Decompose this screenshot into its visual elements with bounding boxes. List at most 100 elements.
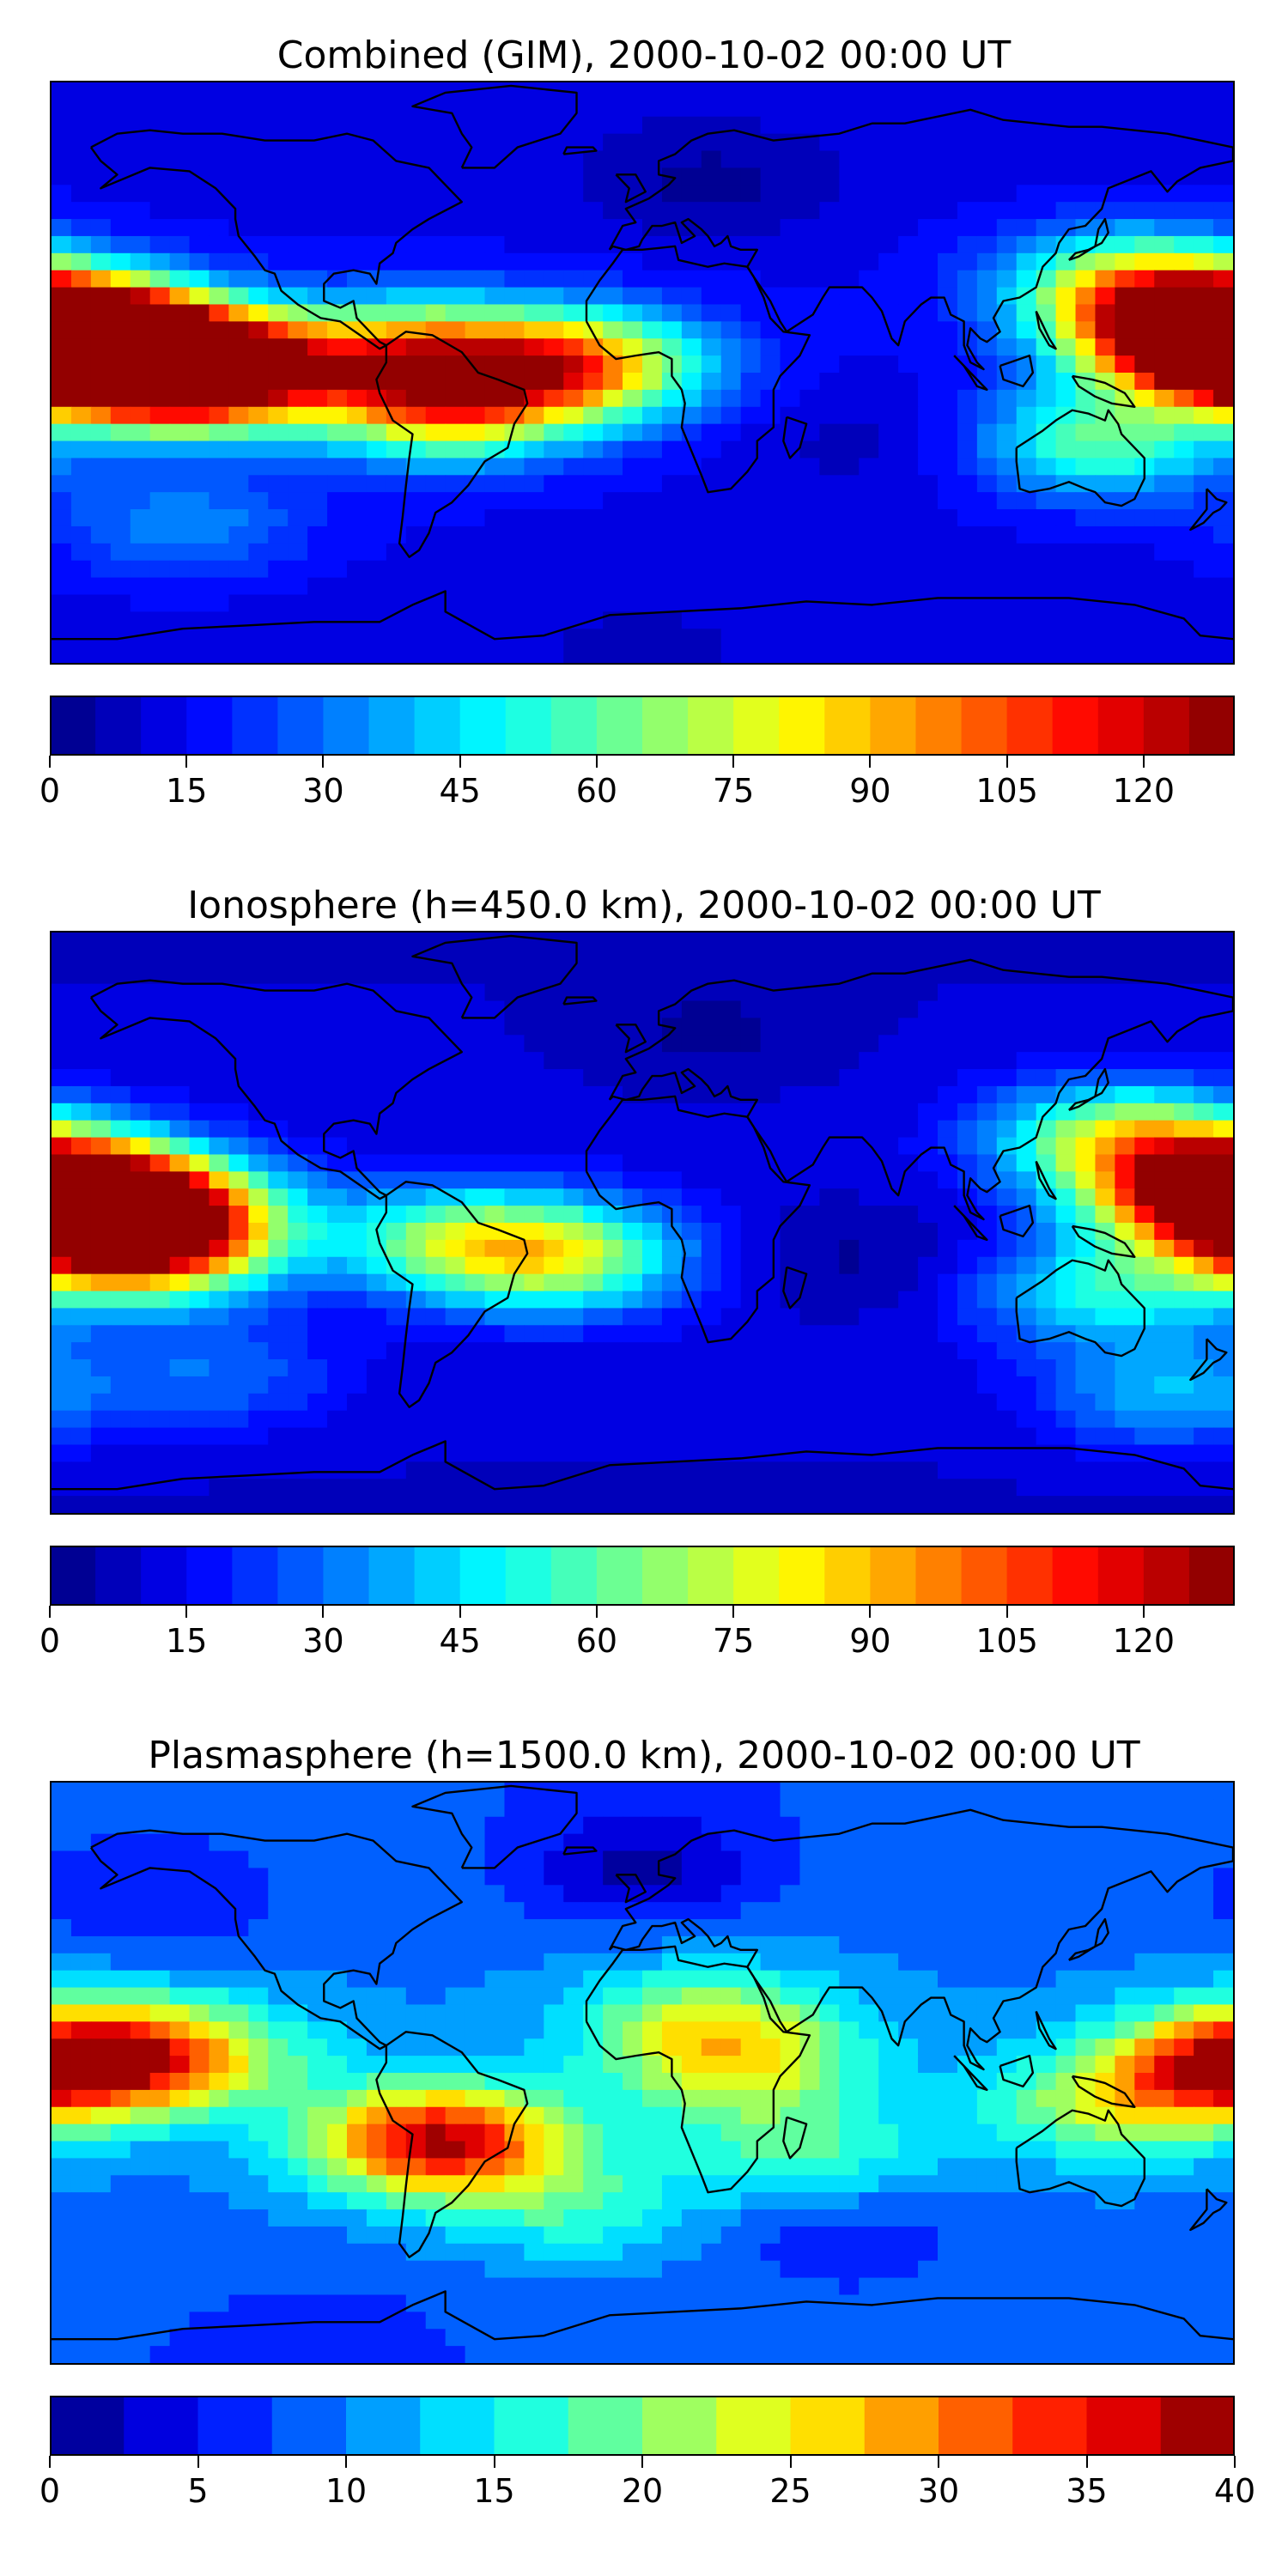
tec-cell: [1213, 1000, 1233, 1019]
tec-cell: [347, 116, 368, 135]
tec-cell: [740, 577, 762, 596]
tec-cell: [268, 1171, 289, 1189]
tec-cell: [898, 1970, 919, 1989]
tec-cell: [52, 594, 72, 612]
tec-cell: [1134, 1273, 1155, 1292]
tec-cell: [623, 423, 643, 442]
tec-cell: [465, 1461, 486, 1479]
tec-cell: [819, 629, 840, 647]
tec-cell: [661, 116, 683, 135]
tec-cell: [405, 933, 427, 951]
tec-cell: [307, 287, 328, 306]
tec-cell: [701, 1427, 722, 1446]
tec-cell: [386, 1137, 407, 1156]
tec-cell: [938, 543, 958, 562]
tec-cell: [228, 1273, 249, 1292]
tec-cell: [720, 150, 742, 169]
tec-cell: [268, 1410, 289, 1429]
tec-cell: [268, 1816, 289, 1835]
tec-cell: [169, 1018, 191, 1036]
tec-cell: [189, 1308, 210, 1326]
tec-cell: [130, 99, 151, 118]
tec-cell: [957, 1885, 978, 1903]
tec-cell: [169, 1239, 191, 1258]
tec-cell: [603, 440, 623, 459]
tec-cell: [425, 560, 447, 579]
tec-cell: [288, 1239, 308, 1258]
tec-cell: [504, 1325, 525, 1343]
tec-cell: [878, 1799, 899, 1818]
tec-cell: [70, 1000, 92, 1019]
tec-cell: [799, 389, 820, 408]
tec-cell: [839, 1000, 860, 1019]
tec-cell: [386, 1427, 407, 1446]
tec-cell: [347, 1273, 368, 1292]
tec-cell: [228, 458, 249, 476]
tec-cell: [248, 185, 269, 203]
tec-cell: [110, 99, 131, 118]
tec-cell: [307, 1239, 328, 1258]
tec-cell: [1095, 99, 1115, 118]
colorbar-segment: [505, 696, 552, 756]
tec-cell: [859, 373, 879, 391]
tec-cell: [445, 1342, 466, 1360]
tec-cell: [642, 1120, 663, 1139]
tec-cell: [720, 355, 742, 374]
tec-cell: [918, 406, 939, 425]
tec-cell: [484, 167, 506, 185]
tec-cell: [386, 1970, 407, 1989]
tec-cell: [642, 1291, 663, 1309]
tec-cell: [544, 1188, 564, 1206]
tec-cell: [307, 966, 328, 985]
tec-cell: [1095, 1000, 1115, 1019]
coastline: [1071, 374, 1136, 408]
tec-cell: [720, 389, 742, 408]
tec-cell: [524, 373, 544, 391]
tec-cell: [504, 202, 525, 220]
tec-cell: [288, 1325, 308, 1343]
tec-cell: [425, 202, 447, 220]
tec-field: [52, 933, 1233, 1513]
tec-cell: [957, 1461, 978, 1479]
tec-cell: [524, 1239, 544, 1258]
colorbar-tick: [49, 756, 51, 768]
tec-cell: [819, 1987, 840, 2006]
tec-cell: [1036, 458, 1057, 476]
tec-cell: [898, 338, 919, 356]
tec-cell: [701, 1239, 722, 1258]
tec-cell: [307, 1919, 328, 1937]
coastline: [1015, 409, 1145, 507]
tec-cell: [504, 966, 525, 985]
tec-cell: [327, 1799, 348, 1818]
tec-cell: [918, 1018, 939, 1036]
tec-cell: [819, 355, 840, 374]
tec-cell: [524, 1120, 544, 1139]
tec-cell: [248, 509, 269, 527]
tec-cell: [957, 1239, 978, 1258]
tec-cell: [169, 983, 191, 1002]
tec-cell: [740, 406, 762, 425]
tec-cell: [859, 1970, 879, 1989]
tec-cell: [189, 133, 210, 152]
tec-cell: [465, 1206, 486, 1224]
tec-cell: [661, 1783, 683, 1801]
tec-cell: [130, 1000, 151, 1019]
tec-cell: [347, 440, 368, 459]
tec-cell: [681, 1052, 702, 1070]
tec-cell: [1075, 355, 1097, 374]
tec-cell: [1016, 1783, 1037, 1801]
tec-cell: [1075, 1987, 1097, 2006]
tec-cell: [819, 389, 840, 408]
tec-cell: [130, 1359, 151, 1377]
tec-cell: [327, 82, 348, 100]
tec-cell: [642, 1461, 663, 1479]
tec-cell: [288, 526, 308, 544]
tec-cell: [583, 167, 604, 185]
tec-cell: [898, 1154, 919, 1172]
tec-cell: [1036, 133, 1057, 152]
tec-cell: [347, 389, 368, 408]
tec-cell: [603, 1444, 623, 1462]
tec-cell: [366, 1052, 387, 1070]
tec-cell: [583, 1223, 604, 1241]
tec-cell: [130, 287, 151, 306]
